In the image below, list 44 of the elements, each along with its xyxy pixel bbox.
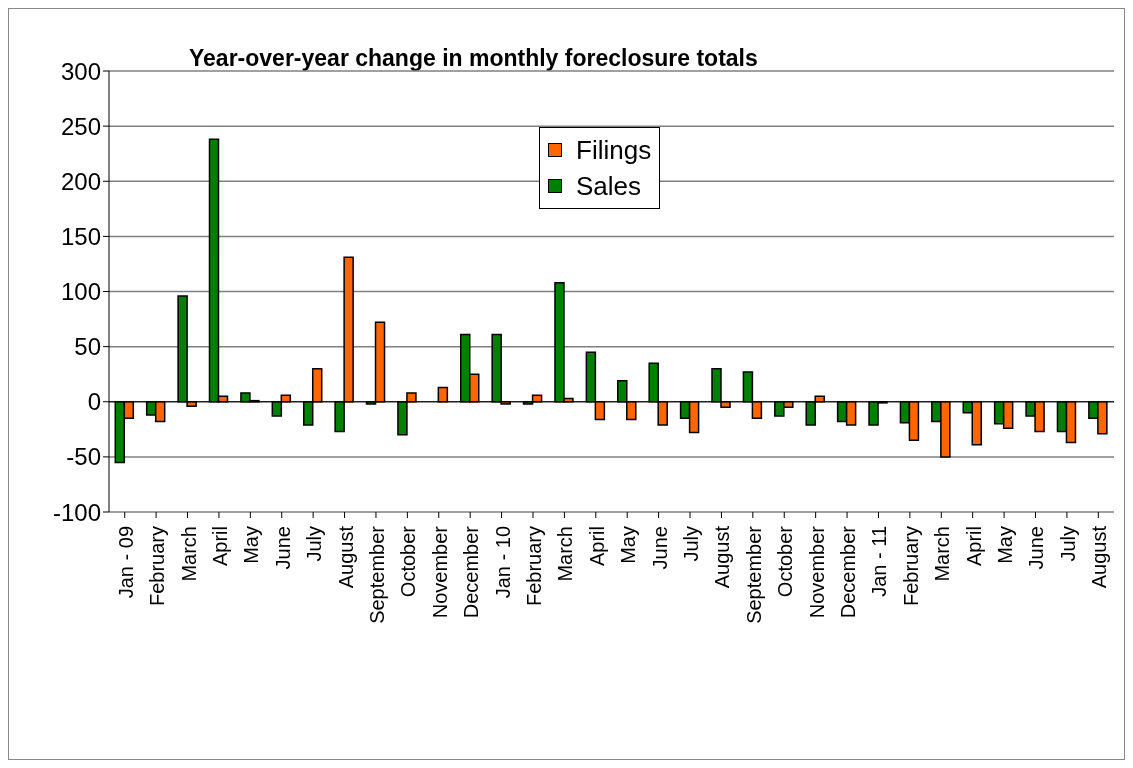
x-tick-label: October	[397, 525, 420, 598]
x-tick-label: September	[742, 525, 765, 624]
x-tick-label: March	[931, 526, 954, 582]
x-tick-label: October	[774, 525, 797, 598]
y-tick-label: 150	[60, 222, 101, 250]
y-tick-label: 100	[60, 278, 101, 306]
x-tick-label: December	[460, 525, 483, 619]
y-tick-label: -50	[66, 443, 101, 471]
x-tick-label: February	[146, 526, 169, 607]
x-tick-label: March	[554, 526, 577, 582]
x-tick-label: March	[177, 526, 200, 582]
y-tick-label: 50	[74, 333, 101, 361]
x-tick-label: Jan - 09	[114, 526, 137, 599]
x-tick-label: Jan - 10	[491, 526, 514, 599]
x-tick-label: August	[711, 525, 734, 589]
x-tick-label: April	[585, 526, 608, 567]
legend-label: Sales	[576, 170, 642, 202]
x-tick-label: Jan - 11	[868, 526, 891, 597]
x-tick-label: June	[271, 526, 294, 570]
x-tick-label: February	[899, 526, 922, 607]
x-tick-label: July	[1056, 526, 1079, 562]
x-tick-label: May	[617, 526, 640, 564]
y-tick-label: 0	[87, 388, 101, 416]
y-tick-label: 250	[60, 112, 101, 140]
x-tick-label: February	[522, 526, 545, 607]
x-tick-label: April	[208, 526, 231, 567]
y-tick-label: 200	[60, 167, 101, 195]
y-tick-label: -100	[52, 498, 101, 526]
x-tick-label: November	[805, 525, 828, 619]
x-tick-label: August	[334, 525, 357, 589]
chart-title: Year-over-year change in monthly foreclosure totals	[189, 45, 758, 72]
legend-label: Filings	[576, 134, 652, 166]
x-tick-label: July	[303, 526, 326, 562]
x-tick-label: June	[648, 526, 671, 570]
x-tick-label: June	[1025, 526, 1048, 570]
x-tick-label: August	[1088, 525, 1111, 589]
x-tick-label: May	[994, 526, 1017, 564]
y-tick-label: 300	[60, 57, 101, 85]
x-tick-label: April	[962, 526, 985, 567]
x-tick-label: December	[837, 525, 860, 619]
x-tick-label: July	[680, 526, 703, 562]
x-tick-label: May	[240, 526, 263, 564]
x-tick-label: September	[365, 525, 388, 624]
x-tick-label: November	[428, 525, 451, 619]
